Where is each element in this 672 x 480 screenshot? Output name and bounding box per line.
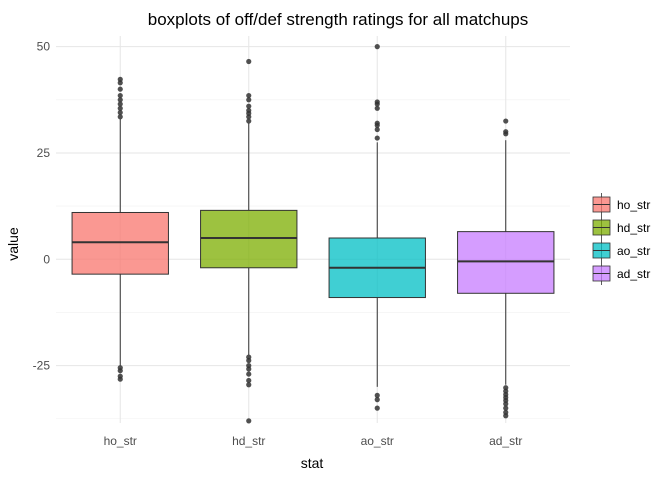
y-axis-ticks: -25 0 25 50 — [33, 40, 51, 373]
box-iqr — [71, 211, 169, 275]
outlier-point — [503, 401, 509, 407]
box-iqr — [200, 209, 298, 269]
outlier-point — [117, 97, 123, 103]
outlier-point — [246, 118, 252, 124]
legend-label: ad_str — [617, 267, 650, 281]
box-ad_str — [457, 118, 555, 419]
box-ao_str — [328, 44, 426, 411]
outlier-point — [246, 366, 252, 372]
box-iqr — [457, 231, 555, 294]
box-ho_str — [71, 76, 169, 382]
x-axis-ticks: ho_str hd_str ao_str ad_str — [104, 434, 523, 448]
outlier-point — [117, 109, 123, 116]
outlier-point — [246, 371, 252, 377]
x-tick-label: ad_str — [489, 434, 522, 448]
outlier-point — [374, 405, 380, 411]
x-tick-label: ho_str — [104, 434, 137, 448]
legend-label: hd_str — [617, 221, 650, 235]
outlier-point — [246, 418, 252, 424]
outlier-point — [374, 120, 380, 126]
outlier-point — [374, 397, 380, 403]
outlier-point — [246, 92, 252, 99]
legend-label: ho_str — [617, 198, 650, 212]
boxplot-series — [71, 44, 555, 424]
outlier-point — [503, 405, 509, 411]
legend-item-ad_str: ad_str — [592, 262, 650, 285]
outlier-point — [117, 105, 123, 111]
outlier-point — [117, 86, 123, 92]
outlier-point — [117, 76, 123, 82]
outlier-point — [374, 105, 380, 111]
outlier-point — [374, 135, 380, 141]
outlier-point — [503, 118, 509, 124]
outlier-point — [117, 376, 123, 382]
x-tick-label: ao_str — [361, 434, 394, 448]
x-axis-title: stat — [301, 455, 324, 471]
legend: ho_str hd_str ao_str ad_str — [592, 193, 650, 285]
outlier-point — [117, 114, 123, 120]
outlier-point — [246, 103, 252, 109]
outlier-point — [246, 58, 252, 65]
outlier-point — [117, 92, 123, 99]
y-axis-title: value — [5, 227, 21, 261]
y-tick-label: 50 — [37, 40, 51, 54]
y-tick-label: 0 — [43, 252, 50, 266]
outlier-point — [374, 392, 380, 398]
legend-item-ho_str: ho_str — [592, 193, 650, 216]
outlier-point — [246, 107, 252, 114]
outlier-point — [503, 413, 509, 419]
y-tick-label: 25 — [37, 146, 51, 160]
outlier-point — [374, 99, 380, 105]
outlier-point — [374, 44, 380, 50]
legend-item-ao_str: ao_str — [592, 239, 650, 262]
legend-item-hd_str: hd_str — [592, 216, 650, 239]
chart-title: boxplots of off/def strength ratings for… — [148, 10, 529, 29]
outlier-point — [246, 377, 252, 384]
outlier-point — [246, 357, 252, 364]
outlier-point — [374, 126, 380, 133]
y-tick-label: -25 — [33, 359, 51, 373]
box-hd_str — [200, 58, 298, 424]
outlier-point — [246, 97, 252, 103]
outlier-point — [246, 382, 252, 388]
outlier-point — [117, 368, 123, 374]
x-tick-label: hd_str — [232, 434, 265, 448]
outlier-point — [117, 101, 123, 107]
outlier-point — [503, 129, 509, 135]
legend-label: ao_str — [617, 244, 650, 258]
